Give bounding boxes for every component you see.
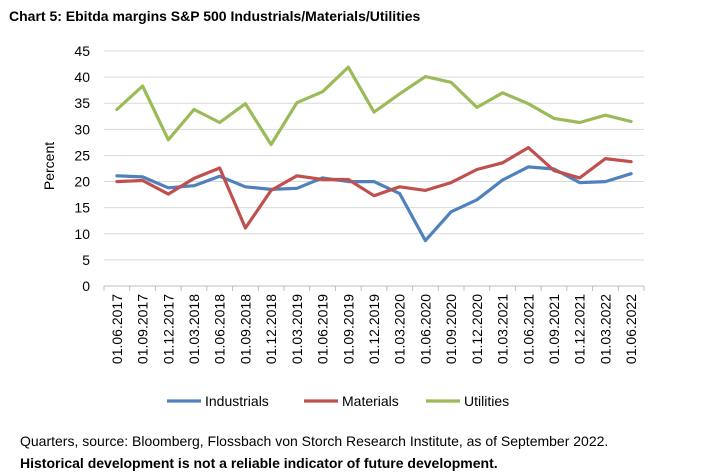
x-tick-label: 01.09.2019 [340,294,356,364]
x-tick-label: 01.03.2018 [186,294,202,364]
x-tick-label: 01.12.2018 [263,294,279,364]
x-tick-label: 01.12.2017 [160,294,176,364]
y-tick-label: 35 [74,95,90,111]
x-tick-label: 01.09.2020 [443,294,459,364]
y-tick-label: 45 [74,43,90,59]
y-tick-label: 30 [74,121,90,137]
x-tick-label: 01.06.2017 [109,294,125,364]
legend-label-materials: Materials [342,393,399,409]
axes: 0 5 10 15 20 25 30 35 40 45 01.06.2017 01.09.2017 01… [74,43,645,364]
series-line-industrials [115,165,633,243]
x-tick-label: 01.03.2021 [495,294,511,364]
y-tick-label: 15 [74,200,90,216]
y-tick-label: 25 [74,147,90,163]
x-tick-label: 01.12.2019 [366,294,382,364]
x-tick-label: 01.09.2017 [135,294,151,364]
y-tick-label: 40 [74,69,90,85]
source-note: Quarters, source: Bloomberg, Flossbach v… [20,433,609,449]
chart-title: Chart 5: Ebitda margins S&P 500 Industri… [9,8,421,24]
x-tick-label: 01.03.2020 [392,294,408,364]
x-tick-label: 01.06.2020 [417,294,433,364]
x-tick-label: 01.03.2019 [289,294,305,364]
x-tick-label: 01.06.2018 [212,294,228,364]
x-tick-label: 01.03.2022 [597,294,613,364]
y-axis-label: Percent [41,142,57,190]
disclaimer: Historical development is not a reliable… [20,455,498,471]
y-tick-label: 10 [74,226,90,242]
x-tick-label: 01.12.2020 [469,294,485,364]
x-tick-label: 01.06.2021 [520,294,536,364]
y-tick-label: 5 [82,252,90,268]
x-tick-label: 01.12.2021 [572,294,588,364]
y-tick-label: 0 [82,278,90,294]
legend-label-utilities: Utilities [464,393,509,409]
series-line-utilities [115,65,633,147]
x-tick-label: 01.06.2019 [315,294,331,364]
y-tick-label: 20 [74,174,90,190]
legend: Industrials Materials Utilities [167,393,509,409]
x-tick-label: 01.09.2021 [546,294,562,364]
x-tick-label: 01.09.2018 [237,294,253,364]
series-lines [115,65,633,243]
series-line-materials [115,146,633,230]
gridlines [104,50,644,261]
legend-label-industrials: Industrials [205,393,269,409]
x-tick-label: 01.06.2022 [623,294,639,364]
